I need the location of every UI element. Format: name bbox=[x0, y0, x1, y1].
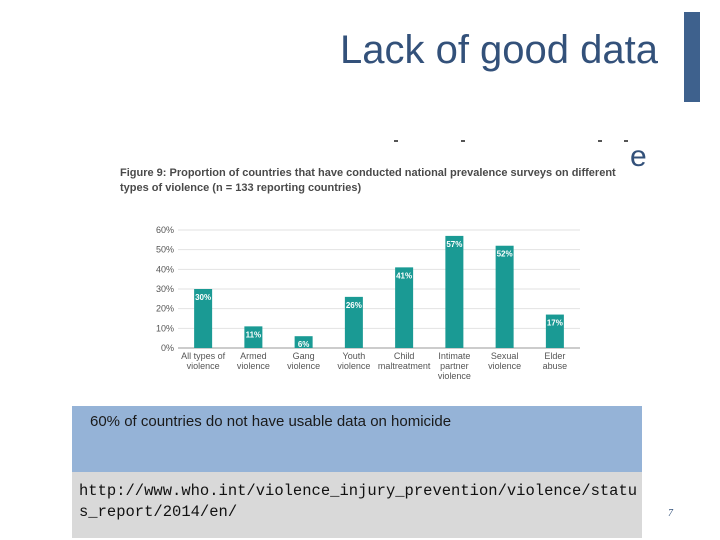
accent-bar bbox=[684, 12, 700, 102]
data-label: 11% bbox=[246, 330, 262, 339]
x-tick-label: Elder bbox=[544, 351, 565, 361]
x-tick-label: Gang bbox=[293, 351, 315, 361]
bar bbox=[495, 245, 514, 348]
data-label: 41% bbox=[396, 271, 412, 280]
y-tick-label: 10% bbox=[156, 323, 174, 333]
x-tick-label: violence bbox=[438, 371, 471, 381]
artifact-mark bbox=[461, 140, 465, 142]
stray-glyph: e bbox=[630, 140, 647, 173]
y-tick-label: 30% bbox=[156, 284, 174, 294]
note-text: 60% of countries do not have usable data… bbox=[90, 413, 452, 430]
bar bbox=[545, 314, 564, 348]
x-tick-label: Sexual bbox=[491, 351, 519, 361]
bar bbox=[194, 289, 213, 348]
x-tick-label: violence bbox=[488, 361, 521, 371]
x-tick-label: Armed bbox=[240, 351, 267, 361]
y-tick-label: 20% bbox=[156, 304, 174, 314]
y-tick-label: 0% bbox=[161, 343, 174, 353]
bar bbox=[445, 235, 464, 348]
bar-chart: 0%10%20%30%40%50%60%30%All types ofviole… bbox=[156, 225, 580, 381]
x-tick-label: Youth bbox=[343, 351, 366, 361]
source-link[interactable]: http://www.who.int/violence_injury_preve… bbox=[79, 482, 638, 521]
bar bbox=[395, 267, 414, 348]
data-label: 30% bbox=[195, 293, 211, 302]
data-label: 52% bbox=[497, 250, 513, 259]
x-tick-label: partner bbox=[440, 361, 469, 371]
bar bbox=[294, 336, 313, 348]
x-tick-label: Intimate bbox=[438, 351, 470, 361]
x-tick-label: All types of bbox=[181, 351, 226, 361]
page-number: 7 bbox=[668, 508, 673, 519]
x-tick-label: violence bbox=[337, 361, 370, 371]
figure-caption: Figure 9: Proportion of countries that h… bbox=[120, 167, 616, 194]
artifact-mark bbox=[598, 140, 602, 142]
y-tick-label: 40% bbox=[156, 264, 174, 274]
y-tick-label: 60% bbox=[156, 225, 174, 235]
artifact-mark bbox=[624, 140, 628, 142]
x-tick-label: violence bbox=[237, 361, 270, 371]
source-box bbox=[72, 472, 642, 538]
data-label: 57% bbox=[446, 240, 462, 249]
bar bbox=[344, 296, 363, 348]
slide-title: Lack of good data bbox=[339, 28, 658, 72]
x-tick-label: Child bbox=[394, 351, 415, 361]
x-tick-label: maltreatment bbox=[378, 361, 431, 371]
bar bbox=[244, 326, 263, 348]
data-label: 6% bbox=[298, 340, 310, 349]
x-tick-label: violence bbox=[287, 361, 320, 371]
data-label: 17% bbox=[547, 319, 563, 328]
artifact-mark bbox=[394, 140, 398, 142]
note-box bbox=[72, 406, 642, 472]
y-tick-label: 50% bbox=[156, 245, 174, 255]
x-tick-label: abuse bbox=[543, 361, 568, 371]
x-tick-label: violence bbox=[187, 361, 220, 371]
data-label: 26% bbox=[346, 301, 362, 310]
